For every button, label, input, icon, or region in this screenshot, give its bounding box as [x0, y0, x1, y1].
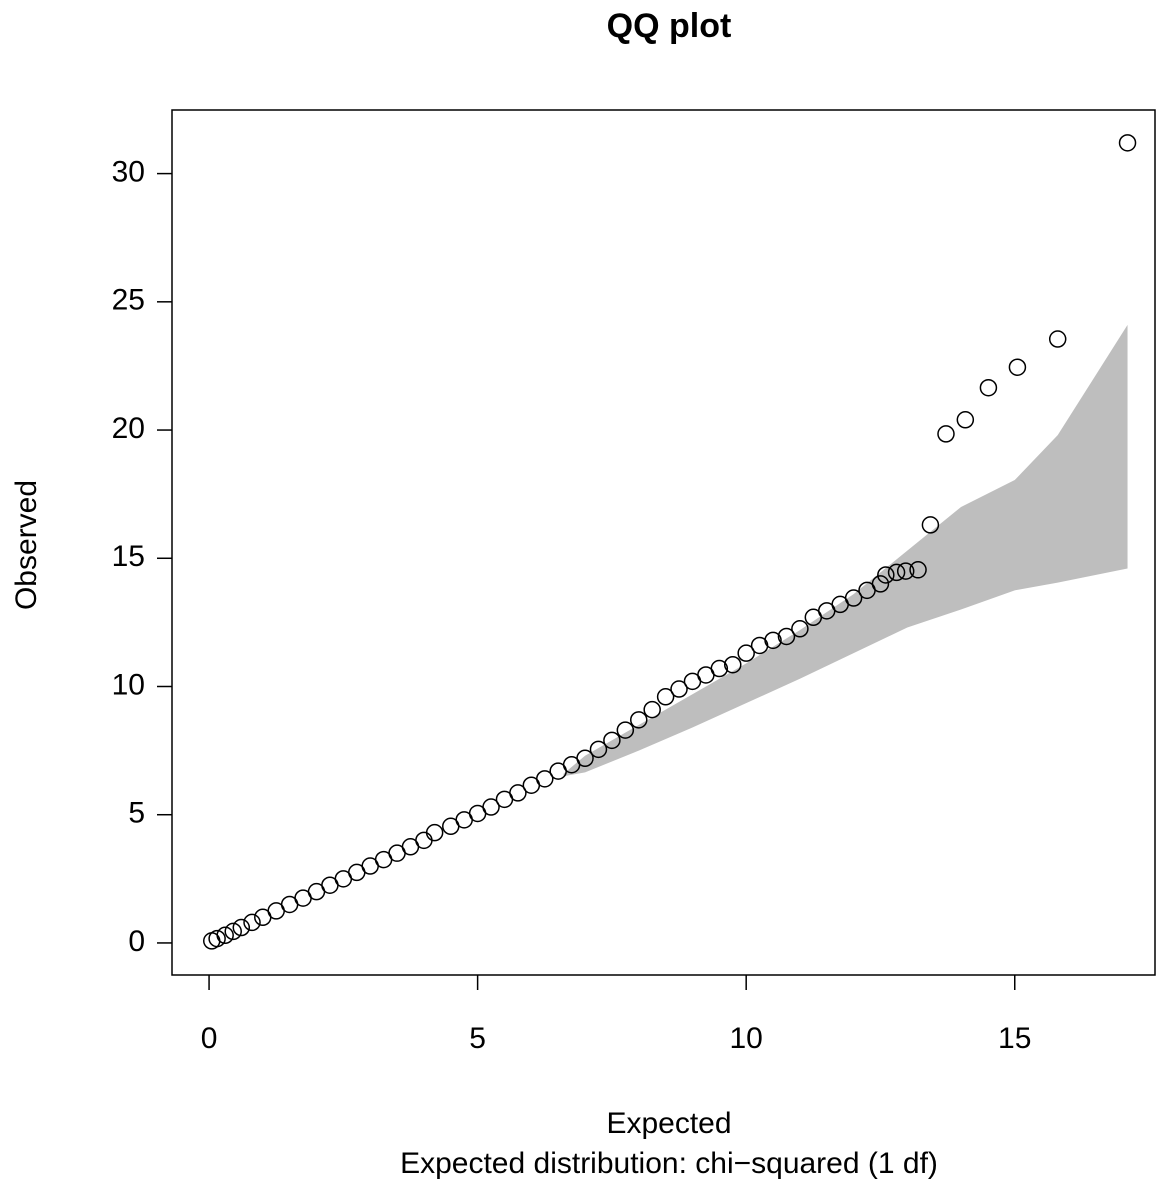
point: [643, 700, 661, 719]
point: [777, 627, 796, 646]
point: [208, 929, 226, 948]
point: [670, 680, 688, 698]
point: [764, 631, 782, 650]
point: [871, 575, 890, 593]
subtitle: Expected distribution: chi−squared (1 df…: [400, 1147, 938, 1180]
chart-title: QQ plot: [607, 7, 732, 45]
point: [909, 561, 927, 579]
y-tick-label: 5: [128, 797, 145, 830]
point: [536, 770, 554, 788]
point: [425, 823, 444, 842]
point: [415, 831, 433, 850]
point: [937, 425, 955, 443]
y-tick-label: 30: [112, 156, 145, 189]
point: [576, 749, 594, 768]
point: [216, 926, 234, 945]
x-tick-label: 5: [469, 1022, 486, 1055]
point: [791, 620, 809, 638]
point: [1048, 330, 1067, 348]
point: [877, 566, 895, 584]
point: [921, 516, 940, 534]
point: [243, 913, 261, 932]
y-tick-label: 10: [112, 668, 145, 701]
point: [887, 563, 906, 582]
point: [1118, 134, 1137, 152]
point: [589, 740, 608, 759]
point: [956, 411, 975, 429]
point: [896, 562, 915, 580]
y-axis-label: Observed: [10, 480, 43, 610]
point: [979, 378, 998, 397]
x-tick-label: 0: [201, 1022, 218, 1055]
point: [232, 918, 251, 937]
plot-frame: [171, 109, 1156, 976]
y-tick-label: 15: [112, 540, 145, 573]
point: [509, 784, 527, 802]
point: [224, 922, 242, 941]
point: [603, 731, 621, 750]
point: [724, 655, 742, 674]
point: [656, 688, 675, 706]
x-tick-label: 10: [729, 1022, 762, 1055]
y-tick-label: 0: [128, 925, 145, 958]
y-tick-label: 25: [112, 284, 145, 317]
point: [737, 644, 755, 662]
point: [482, 798, 500, 816]
point: [630, 711, 648, 729]
x-tick-label: 15: [998, 1022, 1031, 1055]
y-tick-label: 20: [112, 412, 145, 445]
point: [844, 589, 863, 607]
point: [616, 721, 635, 739]
point: [710, 659, 729, 678]
x-axis-label: Expected: [606, 1107, 731, 1140]
point: [1008, 358, 1027, 376]
confidence-band: [563, 324, 1128, 777]
